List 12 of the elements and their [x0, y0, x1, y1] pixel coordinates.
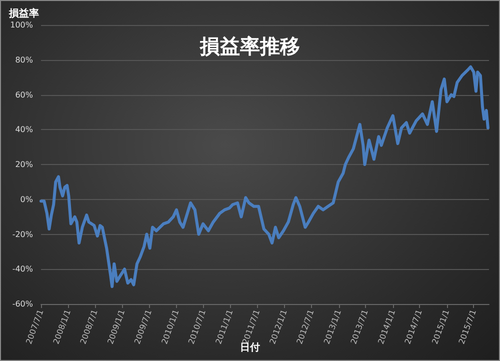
y-tick-label: 80% — [15, 55, 34, 64]
line-series — [40, 65, 490, 288]
text: 損益率推移 — [199, 34, 300, 58]
y-tick-label: -20% — [12, 230, 34, 239]
y-tick-label: -60% — [12, 300, 34, 308]
y-tick-label: 40% — [15, 125, 34, 134]
y-tick-label: 20% — [15, 160, 34, 169]
y-axis-title: 損益率 — [8, 8, 39, 20]
y-tick-label: 0% — [20, 194, 34, 204]
y-tick-label: 60% — [15, 90, 34, 100]
y-tick-label: 100% — [10, 20, 34, 30]
y-tick-label: -40% — [12, 264, 34, 274]
